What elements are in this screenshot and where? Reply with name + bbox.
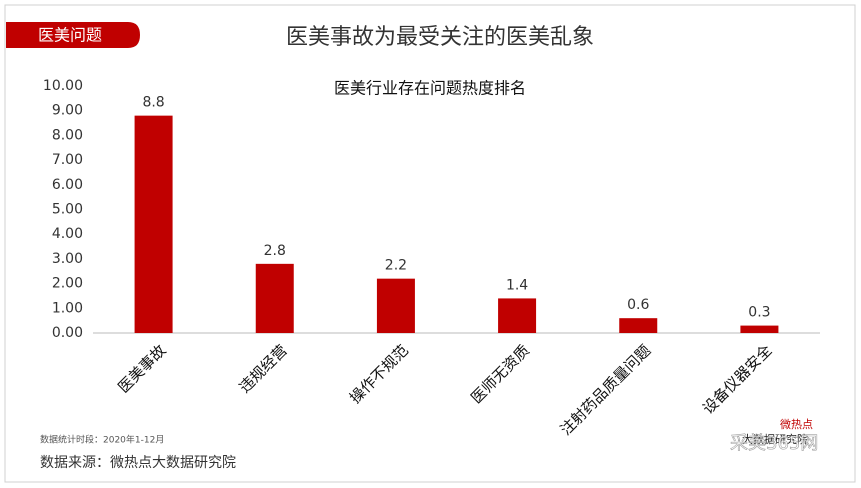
tag-background	[6, 22, 140, 48]
bar	[498, 298, 537, 333]
chart-title: 医美事故为最受关注的医美乱象	[286, 25, 594, 50]
annotation: 数据来源：微热点大数据研究院	[40, 455, 236, 471]
y-tick-label: 4.00	[52, 226, 83, 242]
bar	[619, 318, 658, 333]
data-label: 2.2	[385, 258, 407, 274]
watermark: 采美365网	[730, 433, 818, 454]
frame	[4, 4, 856, 483]
data-label: 0.3	[748, 305, 770, 321]
data-label: 8.8	[142, 95, 164, 111]
data-label: 2.8	[264, 243, 286, 259]
data-label: 0.6	[627, 297, 649, 313]
y-tick-label: 9.00	[52, 103, 83, 119]
watermark: 大数据研究院	[742, 432, 808, 446]
bar	[134, 115, 173, 333]
tag: 医美问题	[38, 26, 102, 45]
chart-subtitle: 医美行业存在问题热度排名	[334, 79, 526, 98]
bar	[376, 278, 415, 333]
data-label: 1.4	[506, 277, 528, 293]
y-tick-label: 7.00	[52, 152, 83, 168]
watermark: 微热点	[780, 417, 813, 431]
y-tick-label: 6.00	[52, 177, 83, 193]
bar	[740, 325, 779, 333]
y-tick-label: 3.00	[52, 251, 83, 267]
y-tick-label: 2.00	[52, 276, 83, 292]
annotation: 数据统计时段：2020年1-12月	[40, 434, 164, 446]
y-tick-label: 1.00	[52, 300, 83, 316]
bar	[255, 263, 294, 333]
y-tick-label: 0.00	[52, 325, 83, 341]
y-tick-label: 8.00	[52, 127, 83, 143]
y-tick-label: 5.00	[52, 202, 83, 218]
y-tick-label: 10.00	[43, 78, 83, 94]
